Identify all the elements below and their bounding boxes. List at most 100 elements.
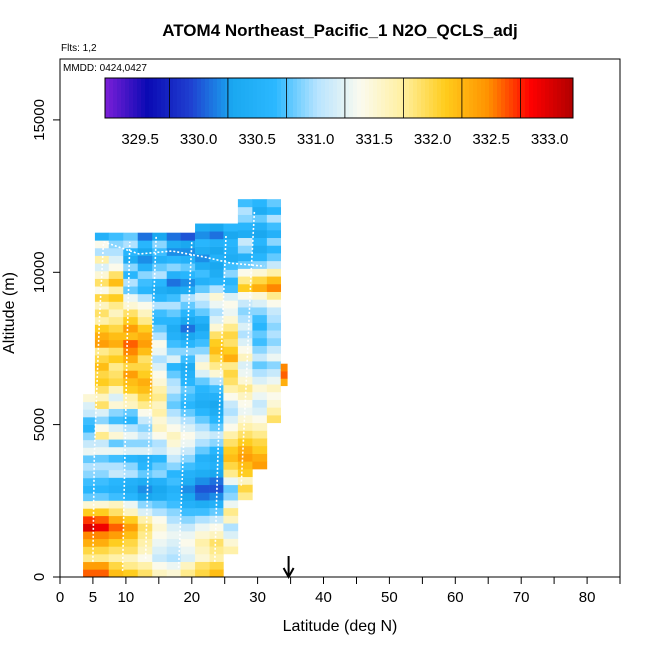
heatmap-cell <box>252 299 268 308</box>
heatmap-cell <box>108 408 124 417</box>
colorbar-segment <box>169 78 174 118</box>
heatmap-cell <box>280 371 288 379</box>
heatmap-cell <box>252 245 268 254</box>
heatmap-cell <box>83 439 96 448</box>
heatmap-cell <box>152 270 168 279</box>
heatmap-cell <box>166 439 181 448</box>
colorbar-tick-label: 331.5 <box>355 131 393 148</box>
heatmap-cell <box>195 538 210 547</box>
heatmap-cell <box>223 292 239 301</box>
heatmap-cell <box>252 399 268 408</box>
heatmap-cell <box>152 454 168 463</box>
heatmap-cell <box>252 415 268 424</box>
heatmap-cell <box>223 246 239 255</box>
heatmap-cell <box>223 500 239 509</box>
x-tick-label: 40 <box>315 589 332 606</box>
y-tick-label: 0 <box>31 573 48 581</box>
heatmap-cell <box>123 500 139 509</box>
heatmap-cell <box>166 370 181 379</box>
heatmap-cell <box>209 300 224 309</box>
heatmap-cell <box>237 461 253 470</box>
heatmap-cell <box>123 569 139 578</box>
heatmap-cell <box>180 263 196 272</box>
heatmap-cell <box>223 423 239 432</box>
heatmap-cell <box>94 554 110 562</box>
heatmap-cell <box>266 314 282 323</box>
colorbar-segment <box>249 78 254 118</box>
x-tick-label: 60 <box>447 589 464 606</box>
heatmap-cell <box>209 261 224 270</box>
heatmap-cell <box>266 399 282 408</box>
heatmap-cell <box>209 338 224 347</box>
heatmap-cell <box>266 353 282 362</box>
heatmap-cell <box>237 492 253 501</box>
heatmap-cell <box>237 484 253 493</box>
heatmap-cell <box>209 331 224 340</box>
heatmap-cell <box>94 270 110 279</box>
heatmap-cell <box>209 407 224 416</box>
heatmap-cell <box>180 240 196 249</box>
heatmap-cell <box>237 438 253 447</box>
heatmap-cell <box>252 291 268 300</box>
heatmap-cell <box>252 222 268 231</box>
heatmap-cell <box>108 232 124 241</box>
colorbar-segment <box>425 78 430 118</box>
heatmap-cell <box>266 214 282 223</box>
colorbar-segment <box>493 78 498 118</box>
colorbar-segment <box>481 78 486 118</box>
colorbar-segment <box>197 78 202 118</box>
heatmap-cell <box>137 286 153 295</box>
heatmap-cell <box>123 515 139 524</box>
heatmap-cell <box>180 255 196 264</box>
heatmap-cell <box>195 431 210 439</box>
heatmap-cell <box>252 337 268 346</box>
heatmap-cell <box>180 408 196 417</box>
heatmap-cell <box>123 561 139 570</box>
heatmap-cell <box>237 268 253 277</box>
colorbar-segment <box>273 78 278 118</box>
heatmap-cell <box>152 561 168 570</box>
heatmap-cell <box>166 454 181 463</box>
heatmap-cell <box>180 508 196 517</box>
heatmap-cell <box>195 438 210 447</box>
heatmap-cell <box>166 431 181 440</box>
heatmap-cell <box>266 291 282 300</box>
heatmap-cell <box>223 300 239 309</box>
colorbar-segment <box>225 78 230 118</box>
heatmap-cell <box>137 255 153 264</box>
heatmap-cell <box>94 561 110 570</box>
heatmap-cell <box>237 361 253 370</box>
heatmap-cell <box>223 530 239 539</box>
heatmap-cell <box>252 260 268 269</box>
heatmap-cell <box>94 255 110 264</box>
colorbar-segment <box>473 78 478 118</box>
heatmap-cell <box>152 301 168 310</box>
heatmap-cell <box>108 255 124 264</box>
heatmap-cell <box>83 554 96 563</box>
colorbar-segment <box>337 78 342 118</box>
heatmap-cell <box>195 546 210 555</box>
heatmap-cell <box>266 361 282 370</box>
heatmap-cell <box>223 231 239 240</box>
heatmap-cell <box>195 292 210 301</box>
heatmap-cell <box>266 260 282 269</box>
colorbar-segment <box>213 78 218 118</box>
heatmap-cell <box>252 307 268 316</box>
colorbar-segment <box>209 78 214 118</box>
heatmap-cell <box>209 461 224 470</box>
heatmap-cell <box>237 345 253 354</box>
heatmap-cell <box>180 538 196 547</box>
heatmap-cell <box>252 353 268 362</box>
heatmap-cell <box>237 291 253 300</box>
heatmap-cell <box>166 538 181 547</box>
heatmap-cell <box>94 515 110 524</box>
heatmap-cell <box>166 324 181 333</box>
heatmap-cell <box>94 309 110 318</box>
heatmap-cell <box>94 546 110 555</box>
colorbar-segment <box>125 78 130 118</box>
heatmap-cell <box>180 347 196 356</box>
heatmap-cell <box>166 546 181 555</box>
heatmap-cell <box>166 446 181 455</box>
heatmap-cell <box>108 508 124 517</box>
heatmap-cell <box>180 454 196 463</box>
